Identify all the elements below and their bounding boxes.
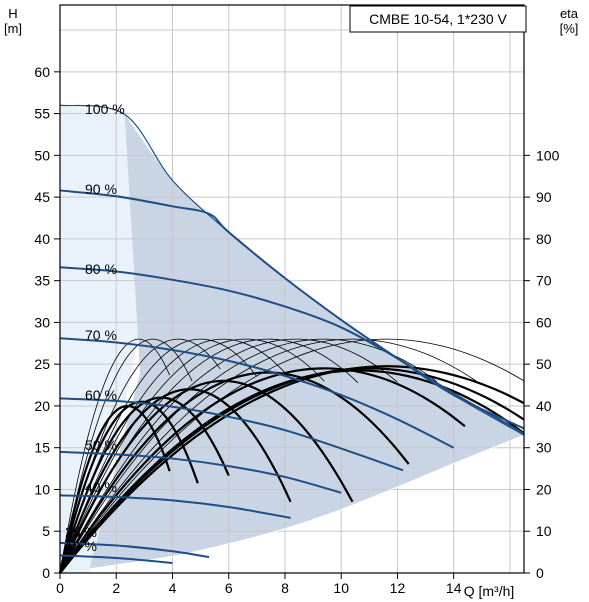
pump-curve	[59, 266, 525, 435]
curve-label: 80 %	[85, 261, 117, 277]
x-tick-label: 2	[112, 580, 120, 596]
y-right-tick-label: 50	[536, 356, 552, 372]
efficiency-curve-thick	[58, 404, 171, 574]
efficiency-curve-thin	[59, 338, 171, 574]
curve-label: 60 %	[85, 387, 117, 403]
y-right-tick-label: 40	[536, 398, 552, 414]
pump-curve	[59, 541, 210, 559]
pump-curve	[59, 554, 173, 564]
y-left-tick-label: 15	[34, 440, 50, 456]
plot-frame	[59, 4, 525, 574]
region-lower-boundary	[89, 434, 525, 570]
x-tick-label: 6	[225, 580, 233, 596]
curve-label: 19 %	[65, 538, 97, 554]
plot-border	[59, 4, 525, 574]
efficiency-curve-thin	[59, 338, 525, 574]
curve-label: 25 %	[65, 524, 97, 540]
efficiency-curve-thin	[59, 338, 325, 574]
efficiency-curve-thick	[59, 371, 410, 574]
title-box	[349, 5, 527, 33]
y-left-tick-label: 55	[34, 106, 50, 122]
efficiency-curves	[58, 338, 525, 574]
y-left-tick-label: 5	[42, 523, 50, 539]
chart-title: CMBE 10-54, 1*230 V	[369, 11, 507, 27]
x-axis-label: Q [m³/h]	[464, 583, 515, 599]
pump-curve	[59, 494, 291, 519]
x-tick-label: 12	[390, 580, 406, 596]
efficiency-curve-thin	[59, 338, 193, 574]
curve-label: 100 %	[85, 101, 125, 117]
y-left-tick-label: 30	[34, 314, 50, 330]
pump-curves	[59, 104, 525, 570]
y-left-tick-label: 10	[34, 481, 50, 497]
y-left-tick-label: 60	[34, 64, 50, 80]
y-right-axis-label-top: eta	[560, 6, 579, 21]
y-right-tick-label: 10	[536, 523, 552, 539]
efficiency-curve-thick	[59, 365, 525, 574]
y-left-tick-label: 25	[34, 356, 50, 372]
y-right-tick-label: 30	[536, 440, 552, 456]
x-tick-label: 10	[333, 580, 349, 596]
curve-label: 40 %	[85, 479, 117, 495]
axis-ticks: 0 2 4 6 8 10 12 14 0 5 10 15 20 25 30 35 40 45 50 55 60 0 10 20…	[34, 64, 559, 596]
x-tick-label: 4	[169, 580, 177, 596]
pump-curve	[59, 450, 342, 494]
y-left-tick-label: 40	[34, 231, 50, 247]
y-left-tick-label: 35	[34, 273, 50, 289]
curve-labels: 100 % 90 % 80 % 70 % 60 % 50 % 40 % 25 %19 %	[65, 101, 125, 554]
y-left-tick-label: 45	[34, 189, 50, 205]
y-right-tick-label: 60	[536, 314, 552, 330]
efficiency-curve-thick	[58, 379, 354, 574]
y-left-tick-label: 20	[34, 398, 50, 414]
efficiency-curve-thin	[59, 338, 438, 574]
efficiency-curve-thick	[58, 400, 199, 574]
y-right-tick-label: 100	[536, 147, 560, 163]
y-right-tick-label: 70	[536, 273, 552, 289]
efficiency-curve-thin	[59, 338, 291, 574]
efficiency-curve-thin	[59, 338, 477, 574]
y-right-tick-label: 80	[536, 231, 552, 247]
efficiency-curve-thick	[59, 367, 466, 574]
shaded-region	[89, 114, 524, 569]
x-tick-label: 8	[281, 580, 289, 596]
y-left-tick-label: 50	[34, 147, 50, 163]
curve-label: 90 %	[85, 181, 117, 197]
y-right-tick-label: 20	[536, 481, 552, 497]
pump-curve	[59, 397, 404, 472]
y-left-axis-label-top: H	[8, 6, 17, 21]
x-tick-label: 14	[446, 580, 462, 596]
y-left-axis-label-unit: [m]	[4, 21, 22, 36]
pump-curve	[59, 337, 455, 449]
x-tick-label: 0	[56, 580, 64, 596]
y-left-tick-label: 0	[42, 565, 50, 581]
y-right-tick-label: 0	[536, 565, 544, 581]
y-right-axis-label-unit: [%]	[560, 21, 579, 36]
efficiency-curve-thick	[58, 388, 292, 574]
y-right-tick-label: 90	[536, 189, 552, 205]
curve-label: 70 %	[85, 327, 117, 343]
efficiency-curve-thin	[59, 338, 398, 574]
pump-curve	[59, 189, 525, 430]
curve-label: 50 %	[85, 437, 117, 453]
